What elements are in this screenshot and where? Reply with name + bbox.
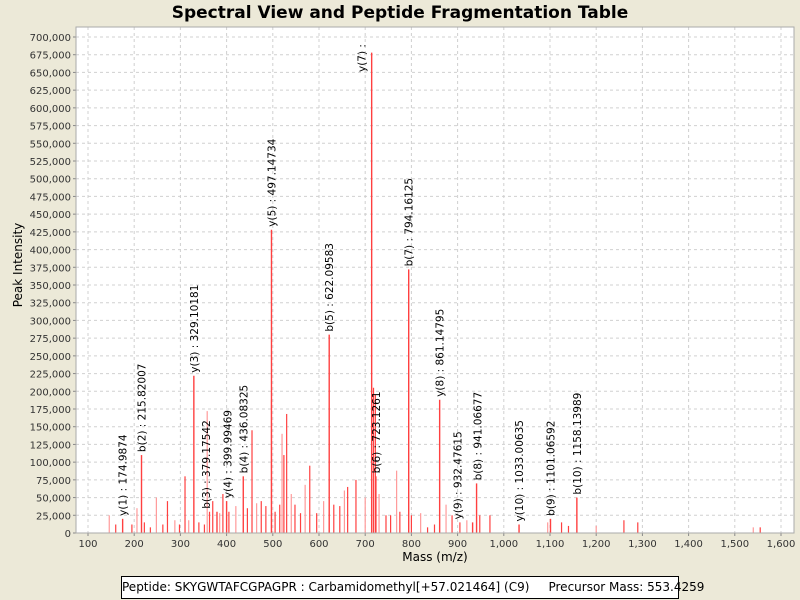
peptide-info-box: Peptide: SKYGWTAFCGPAGPR : Carbamidometh… <box>121 576 704 599</box>
y-tick-label: 475,000 <box>30 192 71 203</box>
peak-label: y(8) : 861.14795 <box>435 309 447 397</box>
peak-label: b(9) : 1101.06592 <box>545 421 557 516</box>
x-tick-label: 300 <box>171 539 190 550</box>
y-tick-label: 325,000 <box>30 299 71 310</box>
peak-label: y(5) : 497.14734 <box>266 138 278 226</box>
chart-title: Spectral View and Peptide Fragmentation … <box>171 3 629 23</box>
peak-label: b(3) : 379.17542 <box>201 420 213 509</box>
y-tick-label: 400,000 <box>30 246 71 257</box>
x-tick-label: 1,400 <box>674 539 703 550</box>
peak-label: b(2) : 215.82007 <box>137 364 149 453</box>
y-tick-label: 525,000 <box>30 157 71 168</box>
y-tick-label: 425,000 <box>30 228 71 239</box>
y-tick-label: 200,000 <box>30 387 71 398</box>
x-tick-label: 1,200 <box>582 539 611 550</box>
y-tick-label: 175,000 <box>30 405 71 416</box>
x-tick-label: 1,000 <box>489 539 518 550</box>
y-tick-label: 125,000 <box>30 440 71 451</box>
y-tick-label: 450,000 <box>30 210 71 221</box>
y-tick-label: 650,000 <box>30 68 71 79</box>
x-tick-label: 500 <box>263 539 282 550</box>
y-tick-label: 0 <box>65 529 71 540</box>
peak-label: b(6) : 723.1261 <box>371 391 383 473</box>
y-tick-label: 250,000 <box>30 352 71 363</box>
y-tick-label: 500,000 <box>30 175 71 186</box>
peak-label: y(3) : 329.10181 <box>189 285 201 373</box>
x-tick-label: 1,100 <box>536 539 565 550</box>
peak-label: b(7) : 794.16125 <box>404 178 416 267</box>
y-tick-label: 375,000 <box>30 263 71 274</box>
x-tick-label: 800 <box>402 539 421 550</box>
x-tick-label: 1,300 <box>628 539 657 550</box>
y-tick-label: 225,000 <box>30 370 71 381</box>
y-tick-label: 275,000 <box>30 334 71 345</box>
y-axis-label: Peak Intensity <box>11 223 25 308</box>
x-tick-label: 700 <box>356 539 375 550</box>
x-tick-label: 1,500 <box>720 539 749 550</box>
y-tick-label: 575,000 <box>30 122 71 133</box>
x-tick-label: 900 <box>448 539 467 550</box>
y-tick-label: 100,000 <box>30 458 71 469</box>
x-tick-label: 400 <box>217 539 236 550</box>
x-tick-label: 600 <box>309 539 328 550</box>
precursor-mass-label: Precursor Mass: 553.4259 <box>548 580 705 594</box>
x-tick-label: 1,600 <box>767 539 796 550</box>
peptide-label: Peptide: SKYGWTAFCGPAGPR : Carbamidometh… <box>122 580 530 594</box>
plot-area <box>76 27 794 533</box>
y-tick-label: 625,000 <box>30 86 71 97</box>
plot-border <box>75 26 795 534</box>
footer-spacer <box>529 580 548 594</box>
x-tick-label: 200 <box>125 539 144 550</box>
peak-label: y(10) : 1033.00635 <box>514 420 526 521</box>
y-tick-label: 675,000 <box>30 51 71 62</box>
peak-label: y(7) : <box>357 44 369 72</box>
peak-label: y(9) : 932.47615 <box>453 431 465 519</box>
y-tick-label: 600,000 <box>30 104 71 115</box>
peak-label: b(4) : 436.08325 <box>238 385 250 474</box>
peak-label: y(1) : 174.9874 <box>118 434 130 516</box>
y-tick-label: 25,000 <box>36 511 71 522</box>
peak-label: b(8) : 941.06677 <box>473 392 485 481</box>
peak-label: y(4) : 399.99469 <box>223 410 235 498</box>
peak-label: b(10) : 1158.13989 <box>572 393 584 495</box>
y-tick-label: 550,000 <box>30 139 71 150</box>
y-tick-label: 300,000 <box>30 316 71 327</box>
x-axis-label: Mass (m/z) <box>402 550 467 564</box>
y-tick-label: 350,000 <box>30 281 71 292</box>
y-tick-label: 700,000 <box>30 33 71 44</box>
peak-label: b(5) : 622.09583 <box>324 243 336 332</box>
y-tick-label: 150,000 <box>30 423 71 434</box>
y-tick-label: 50,000 <box>36 494 71 505</box>
x-tick-label: 100 <box>78 539 97 550</box>
y-tick-label: 75,000 <box>36 476 71 487</box>
